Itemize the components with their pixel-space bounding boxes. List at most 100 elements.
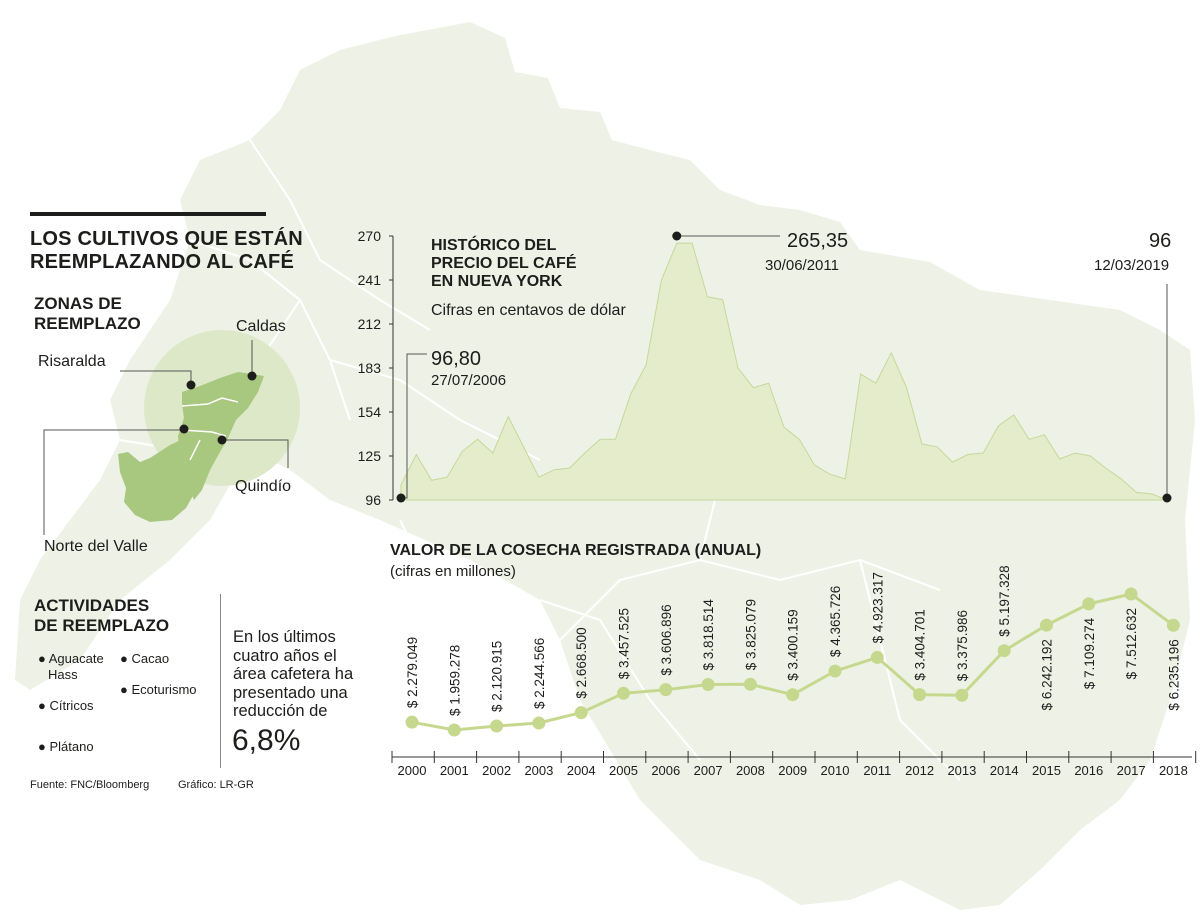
harvest-data-label: $ 4.365.726 bbox=[828, 586, 843, 657]
norte-del-valle-leader bbox=[43, 429, 184, 535]
activity-label-platano: Plátano bbox=[49, 739, 94, 754]
activity-label-hass: Hass bbox=[48, 667, 78, 682]
activity-item: ● Cacao bbox=[120, 651, 169, 666]
note-line: cuatro años el bbox=[233, 646, 337, 665]
activity-label-cacao: Cacao bbox=[131, 651, 170, 666]
harvest-data-label: $ 3.457.525 bbox=[617, 608, 632, 679]
price-chart-title: HISTÓRICO DEL PRECIO DEL CAFÉ EN NUEVA Y… bbox=[431, 237, 577, 291]
harvest-x-tick-label: 2008 bbox=[736, 763, 765, 778]
quindio-dot bbox=[217, 435, 227, 445]
price-y-tick-label: 212 bbox=[358, 316, 382, 332]
risaralda-dot bbox=[186, 380, 196, 390]
harvest-data-label: $ 3.400.159 bbox=[786, 609, 801, 680]
price-chart-title-line1: HISTÓRICO DEL bbox=[431, 237, 557, 254]
harvest-data-label: $ 3.818.514 bbox=[701, 599, 716, 671]
annotation-start-dot bbox=[396, 493, 406, 503]
note-line: reducción de bbox=[233, 702, 328, 720]
harvest-x-tick-label: 2001 bbox=[440, 763, 469, 778]
zone-label-quindio: Quindío bbox=[235, 478, 292, 495]
price-y-tick-label: 96 bbox=[365, 492, 381, 508]
harvest-x-tick-label: 2015 bbox=[1032, 763, 1061, 778]
harvest-x-tick-label: 2010 bbox=[821, 763, 850, 778]
harvest-data-label: $ 2.668.500 bbox=[574, 627, 589, 698]
activity-label-citricos: Cítricos bbox=[49, 698, 94, 713]
price-chart-subtitle: Cifras en centavos de dólar bbox=[431, 302, 626, 319]
harvest-data-label: $ 1.959.278 bbox=[447, 645, 462, 716]
harvest-data-label: $ 2.120.915 bbox=[490, 641, 505, 712]
harvest-point bbox=[1166, 618, 1180, 632]
harvest-point bbox=[617, 686, 630, 700]
harvest-x-tick-label: 2004 bbox=[567, 763, 596, 778]
harvest-point bbox=[532, 716, 546, 730]
harvest-point bbox=[1082, 597, 1096, 611]
harvest-x-tick-label: 2016 bbox=[1074, 763, 1103, 778]
harvest-data-label: $ 2.279.049 bbox=[405, 637, 420, 708]
zones-title: ZONAS DE REEMPLAZO bbox=[34, 294, 141, 334]
activity-item: ● Plátano bbox=[38, 739, 94, 754]
activity-label-ecoturismo: Ecoturismo bbox=[131, 682, 197, 697]
caldas-dot bbox=[247, 371, 257, 381]
annotation-max-dot bbox=[672, 231, 682, 241]
harvest-x-tick-label: 2011 bbox=[863, 763, 891, 778]
note-value: 6,8% bbox=[232, 724, 301, 757]
zones-title-line1: ZONAS DE bbox=[34, 294, 122, 313]
note-line: área cafetera ha bbox=[233, 665, 354, 683]
harvest-point bbox=[701, 677, 715, 691]
harvest-x-tick-label: 2006 bbox=[651, 763, 680, 778]
harvest-x-tick-label: 2018 bbox=[1159, 763, 1188, 778]
activity-item: ● Ecoturismo bbox=[120, 682, 197, 697]
zone-label-caldas: Caldas bbox=[236, 318, 286, 335]
harvest-data-label: $ 7.109.274 bbox=[1082, 617, 1097, 689]
main-title: LOS CULTIVOS QUE ESTÁN REEMPLAZANDO AL C… bbox=[30, 228, 303, 274]
price-y-tick-label: 270 bbox=[358, 228, 382, 244]
zone-label-norte-del-valle: Norte del Valle bbox=[44, 538, 148, 555]
footer-source: Fuente: FNC/Bloomberg bbox=[30, 779, 150, 791]
harvest-x-tick-label: 2000 bbox=[398, 763, 427, 778]
harvest-point bbox=[955, 688, 969, 702]
price-area-series bbox=[400, 242, 1168, 501]
harvest-x-tick-label: 2002 bbox=[482, 763, 511, 778]
bullet-icon: ● bbox=[38, 651, 46, 666]
main-title-line2: REEMPLAZANDO AL CAFÉ bbox=[30, 251, 294, 273]
price-chart-title-line2: PRECIO DEL CAFÉ bbox=[431, 255, 577, 272]
harvest-point bbox=[913, 688, 927, 702]
annotation-end-value: 96 bbox=[1149, 230, 1172, 252]
harvest-x-tick-label: 2013 bbox=[947, 763, 976, 778]
note-line: En los últimos bbox=[233, 628, 336, 646]
price-y-tick-label: 183 bbox=[358, 360, 382, 376]
harvest-point bbox=[828, 664, 842, 678]
harvest-data-label: $ 5.197.328 bbox=[997, 565, 1012, 636]
harvest-x-tick-label: 2012 bbox=[905, 763, 934, 778]
activities-title-line2: DE REEMPLAZO bbox=[34, 616, 170, 635]
harvest-x-tick-label: 2007 bbox=[694, 763, 723, 778]
note-text: En los últimos cuatro años el área cafet… bbox=[233, 628, 353, 721]
harvest-data-label: $ 6.242.192 bbox=[1040, 639, 1055, 710]
harvest-point bbox=[659, 683, 673, 697]
map-interior-lines bbox=[119, 139, 961, 781]
activities-title: ACTIVIDADES DE REEMPLAZO bbox=[34, 596, 169, 636]
annotation-max-date: 30/06/2011 bbox=[765, 257, 839, 274]
harvest-point bbox=[1040, 618, 1053, 632]
bullet-icon: ● bbox=[38, 739, 46, 754]
harvest-chart-title: VALOR DE LA COSECHA REGISTRADA (ANUAL) bbox=[390, 542, 762, 559]
harvest-data-label: $ 6.235.196 bbox=[1166, 639, 1181, 710]
activities-title-line1: ACTIVIDADES bbox=[34, 596, 150, 615]
harvest-x-tick-label: 2017 bbox=[1117, 763, 1146, 778]
activity-label-aguacate: Aguacate bbox=[48, 651, 104, 666]
harvest-data-label: $ 3.404.701 bbox=[913, 609, 928, 680]
harvest-chart-subtitle: (cifras en millones) bbox=[390, 563, 516, 580]
norte-del-valle-dot bbox=[179, 424, 189, 434]
price-y-tick-label: 154 bbox=[358, 404, 382, 420]
annotation-end-date: 12/03/2019 bbox=[1094, 257, 1170, 274]
annotation-start-value: 96,80 bbox=[431, 348, 482, 370]
bullet-icon: ● bbox=[38, 698, 46, 713]
harvest-data-label: $ 4.923.317 bbox=[870, 572, 885, 643]
harvest-point bbox=[447, 723, 461, 737]
harvest-point bbox=[743, 677, 757, 691]
harvest-x-tick-label: 2014 bbox=[990, 763, 1019, 778]
harvest-point bbox=[1124, 587, 1138, 601]
zone-label-risaralda: Risaralda bbox=[38, 353, 106, 370]
